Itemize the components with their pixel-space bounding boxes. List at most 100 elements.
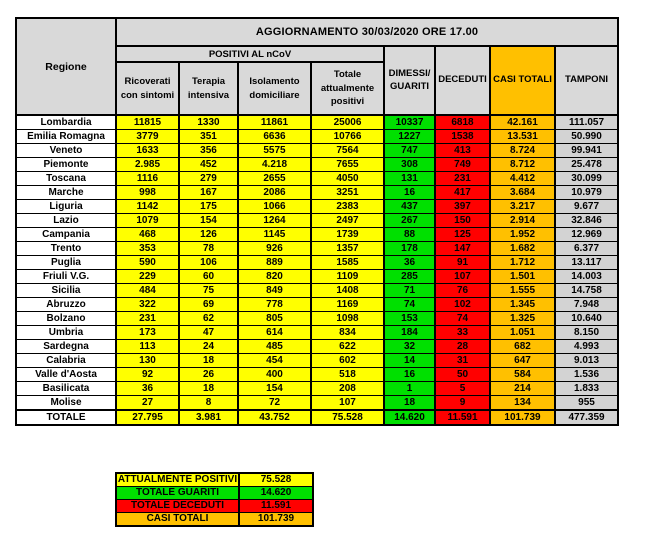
- deceduti-cell: 107: [434, 269, 491, 284]
- summary-row: TOTALE GUARITI 14.620: [115, 486, 314, 500]
- casi-totali-cell: 42.161: [489, 114, 556, 130]
- ricoverati-cell: 27: [115, 395, 180, 411]
- totale-positivi-cell: 25006: [310, 114, 385, 130]
- tamponi-cell: 8.150: [553, 325, 620, 340]
- ricoverati-cell: 27.795: [115, 409, 180, 426]
- dimessi-guariti-cell: 32: [383, 339, 436, 354]
- region-name: Toscana: [15, 171, 117, 186]
- isolamento-cell: 5575: [237, 143, 312, 158]
- tamponi-cell: 9.013: [553, 353, 620, 368]
- region-name: Umbria: [15, 325, 117, 340]
- region-name: Molise: [15, 395, 117, 411]
- isolamento-cell: 485: [237, 339, 312, 354]
- totale-positivi-cell: 1408: [310, 283, 385, 298]
- summary-table: ATTUALMENTE POSITIVI 75.528 TOTALE GUARITI…: [115, 472, 314, 527]
- tamponi-cell: 4.993: [553, 339, 620, 354]
- isolamento-cell: 889: [237, 255, 312, 270]
- tamponi-cell: 6.377: [553, 241, 620, 256]
- terapia-intensiva-cell: 167: [178, 185, 239, 200]
- col-header-isolamento: Isolamento domiciliare: [237, 61, 312, 116]
- totale-positivi-cell: 1109: [310, 269, 385, 284]
- table-row: Marche 998 167 2086 3251 16 417 3.684 10.979: [15, 185, 620, 200]
- totale-positivi-cell: 75.528: [310, 409, 385, 426]
- totale-positivi-cell: 1357: [310, 241, 385, 256]
- terapia-intensiva-cell: 75: [178, 283, 239, 298]
- deceduti-cell: 150: [434, 213, 491, 228]
- ricoverati-cell: 231: [115, 311, 180, 326]
- casi-totali-cell: 584: [489, 367, 556, 382]
- totale-positivi-cell: 7655: [310, 157, 385, 172]
- totale-positivi-cell: 1585: [310, 255, 385, 270]
- terapia-intensiva-cell: 106: [178, 255, 239, 270]
- deceduti-cell: 413: [434, 143, 491, 158]
- isolamento-cell: 72: [237, 395, 312, 411]
- ricoverati-cell: 130: [115, 353, 180, 368]
- deceduti-cell: 749: [434, 157, 491, 172]
- totale-positivi-cell: 518: [310, 367, 385, 382]
- col-header-dimessi-guariti: DIMESSI/ GUARITI: [383, 45, 436, 116]
- ricoverati-cell: 229: [115, 269, 180, 284]
- dimessi-guariti-cell: 747: [383, 143, 436, 158]
- table-row: Emilia Romagna 3779 351 6636 10766 1227 1538 13…: [15, 129, 620, 144]
- deceduti-cell: 31: [434, 353, 491, 368]
- deceduti-cell: 5: [434, 381, 491, 396]
- covid-regions-table: Regione AGGIORNAMENTO 30/03/2020 ORE 17.…: [15, 17, 620, 426]
- terapia-intensiva-cell: 69: [178, 297, 239, 312]
- casi-totali-cell: 8.724: [489, 143, 556, 158]
- table-row: Campania 468 126 1145 1739 88 125 1.952 12.969: [15, 227, 620, 242]
- table-row: Lazio 1079 154 1264 2497 267 150 2.914 32.846: [15, 213, 620, 228]
- deceduti-cell: 50: [434, 367, 491, 382]
- table-row: Lombardia 11815 1330 11861 25006 10337 6818 42.…: [15, 114, 620, 130]
- isolamento-cell: 1145: [237, 227, 312, 242]
- summary-label: ATTUALMENTE POSITIVI: [115, 472, 240, 487]
- table-row: Valle d'Aosta 92 26 400 518 16 50 584 1.536: [15, 367, 620, 382]
- totale-positivi-cell: 10766: [310, 129, 385, 144]
- table-row: Basilicata 36 18 154 208 1 5 214 1.833: [15, 381, 620, 396]
- deceduti-cell: 417: [434, 185, 491, 200]
- isolamento-cell: 6636: [237, 129, 312, 144]
- tamponi-cell: 32.846: [553, 213, 620, 228]
- col-header-casi-totali: CASI TOTALI: [489, 45, 556, 116]
- table-row: Molise 27 8 72 107 18 9 134 955: [15, 395, 620, 411]
- isolamento-cell: 1066: [237, 199, 312, 214]
- totale-positivi-cell: 1169: [310, 297, 385, 312]
- region-name: Valle d'Aosta: [15, 367, 117, 382]
- isolamento-cell: 154: [237, 381, 312, 396]
- summary-value: 11.591: [238, 499, 314, 513]
- deceduti-cell: 74: [434, 311, 491, 326]
- casi-totali-cell: 4.412: [489, 171, 556, 186]
- positivi-group-header: POSITIVI AL nCoV: [115, 45, 385, 63]
- totale-positivi-cell: 622: [310, 339, 385, 354]
- summary-label: TOTALE GUARITI: [115, 486, 240, 500]
- casi-totali-cell: 1.051: [489, 325, 556, 340]
- deceduti-cell: 11.591: [434, 409, 491, 426]
- region-name: Calabria: [15, 353, 117, 368]
- casi-totali-cell: 1.712: [489, 255, 556, 270]
- totale-positivi-cell: 7564: [310, 143, 385, 158]
- deceduti-cell: 231: [434, 171, 491, 186]
- casi-totali-cell: 647: [489, 353, 556, 368]
- tamponi-cell: 14.003: [553, 269, 620, 284]
- region-name: Sardegna: [15, 339, 117, 354]
- deceduti-cell: 6818: [434, 114, 491, 130]
- table-row: Sardegna 113 24 485 622 32 28 682 4.993: [15, 339, 620, 354]
- table-row: Trento 353 78 926 1357 178 147 1.682 6.377: [15, 241, 620, 256]
- tamponi-cell: 1.833: [553, 381, 620, 396]
- isolamento-cell: 614: [237, 325, 312, 340]
- totale-positivi-cell: 2383: [310, 199, 385, 214]
- totale-positivi-cell: 107: [310, 395, 385, 411]
- totale-positivi-cell: 602: [310, 353, 385, 368]
- terapia-intensiva-cell: 18: [178, 353, 239, 368]
- deceduti-cell: 9: [434, 395, 491, 411]
- summary-value: 75.528: [238, 472, 314, 487]
- dimessi-guariti-cell: 267: [383, 213, 436, 228]
- table-body: Lombardia 11815 1330 11861 25006 10337 6818 42.…: [15, 114, 620, 426]
- tamponi-cell: 477.359: [553, 409, 620, 426]
- ricoverati-cell: 468: [115, 227, 180, 242]
- casi-totali-cell: 13.531: [489, 129, 556, 144]
- casi-totali-cell: 682: [489, 339, 556, 354]
- dimessi-guariti-cell: 1: [383, 381, 436, 396]
- isolamento-cell: 820: [237, 269, 312, 284]
- dimessi-guariti-cell: 1227: [383, 129, 436, 144]
- dimessi-guariti-cell: 14: [383, 353, 436, 368]
